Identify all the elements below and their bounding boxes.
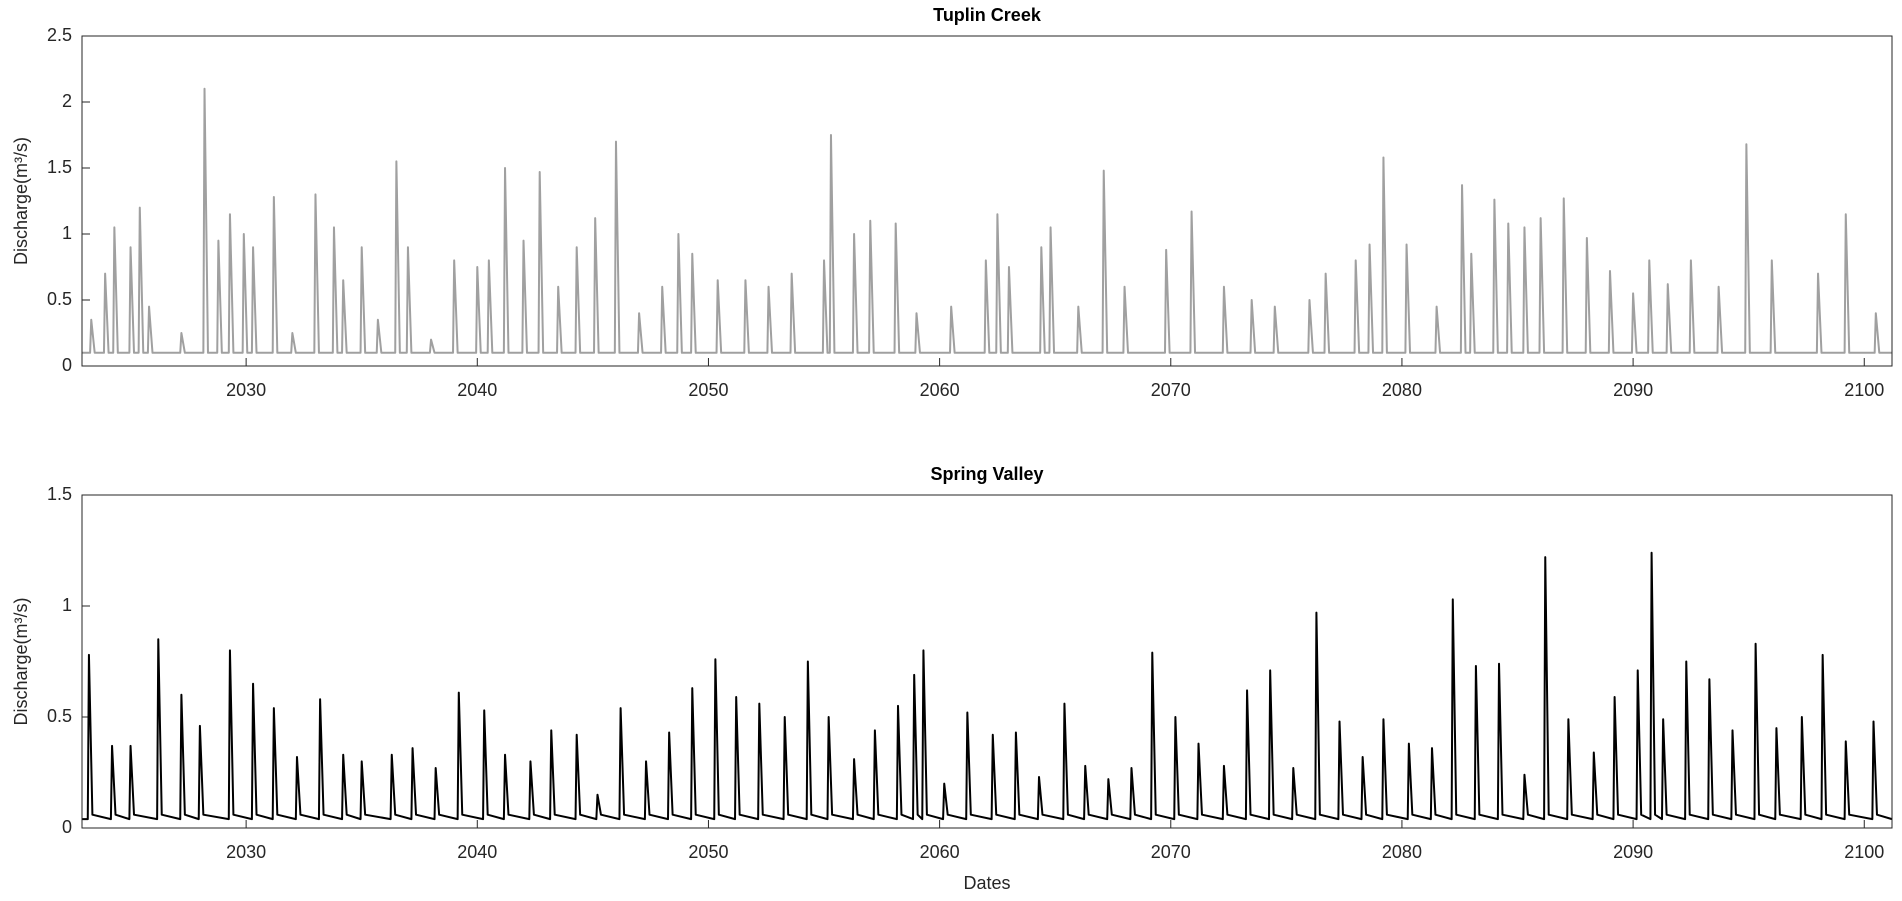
y-tick-label: 1.5 <box>47 157 72 177</box>
x-tick-label: 2060 <box>920 842 960 862</box>
chart-title: Tuplin Creek <box>933 5 1042 25</box>
y-tick-label: 1.5 <box>47 484 72 504</box>
y-tick-label: 1 <box>62 595 72 615</box>
x-tick-label: 2060 <box>920 380 960 400</box>
x-tick-label: 2070 <box>1151 842 1191 862</box>
y-tick-label: 0.5 <box>47 289 72 309</box>
x-tick-label: 2050 <box>688 380 728 400</box>
x-tick-label: 2040 <box>457 842 497 862</box>
x-tick-label: 2080 <box>1382 842 1422 862</box>
y-tick-label: 0.5 <box>47 706 72 726</box>
x-tick-label: 2090 <box>1613 842 1653 862</box>
x-axis-label: Dates <box>963 873 1010 893</box>
axes-box <box>81 494 1893 829</box>
chart-title: Spring Valley <box>930 464 1043 484</box>
y-tick-label: 2.5 <box>47 25 72 45</box>
x-tick-label: 2050 <box>688 842 728 862</box>
axes-box <box>81 35 1893 367</box>
x-tick-label: 2040 <box>457 380 497 400</box>
x-tick-label: 2030 <box>226 842 266 862</box>
discharge-line <box>82 551 1893 821</box>
x-tick-label: 2100 <box>1844 842 1884 862</box>
x-tick-label: 2030 <box>226 380 266 400</box>
y-axis-label: Discharge(m³/s) <box>11 137 31 265</box>
x-tick-label: 2090 <box>1613 380 1653 400</box>
discharge-line <box>82 87 1892 354</box>
y-tick-label: 0 <box>62 355 72 375</box>
x-tick-label: 2080 <box>1382 380 1422 400</box>
y-tick-label: 2 <box>62 91 72 111</box>
y-tick-label: 0 <box>62 817 72 837</box>
x-tick-label: 2070 <box>1151 380 1191 400</box>
y-axis-label: Discharge(m³/s) <box>11 597 31 725</box>
x-tick-label: 2100 <box>1844 380 1884 400</box>
y-tick-label: 1 <box>62 223 72 243</box>
